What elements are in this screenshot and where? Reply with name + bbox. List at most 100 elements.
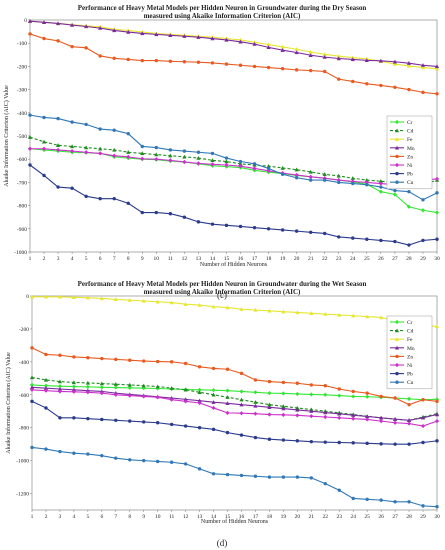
data-point: [44, 406, 48, 410]
data-point: [393, 85, 397, 89]
data-point: [322, 52, 327, 57]
data-point: [168, 153, 173, 158]
data-point: [421, 198, 425, 202]
data-point: [337, 180, 341, 185]
data-point: [210, 158, 215, 163]
data-point: [44, 352, 48, 357]
data-point: [196, 161, 201, 166]
data-point: [295, 310, 300, 315]
data-point: [27, 135, 33, 139]
y-tick-label: 0: [26, 294, 29, 300]
data-point: [58, 353, 62, 357]
data-point: [211, 304, 216, 309]
data-point: [379, 394, 383, 399]
data-point: [365, 183, 369, 187]
data-point: [280, 165, 285, 170]
data-point: [196, 60, 201, 64]
series-line: [31, 446, 438, 508]
series-line: [29, 164, 438, 246]
series-line: [31, 376, 438, 421]
data-point: [435, 439, 439, 443]
legend-marker: [395, 371, 399, 376]
x-tick-label: 26: [378, 514, 384, 520]
legend-marker: [394, 128, 400, 133]
data-point: [294, 172, 299, 178]
legend-marker: [395, 354, 399, 359]
y-tick-label: -400: [17, 111, 27, 117]
data-point: [434, 412, 440, 417]
series-line: [31, 386, 438, 421]
data-point: [267, 405, 272, 409]
data-point: [98, 26, 103, 30]
legend-label: Pb: [407, 372, 413, 378]
data-point: [211, 392, 216, 397]
data-point: [140, 156, 145, 161]
data-point: [112, 28, 117, 33]
data-point: [239, 371, 244, 376]
data-point: [280, 228, 285, 232]
data-point: [252, 42, 257, 46]
data-point: [323, 440, 327, 444]
data-point: [434, 419, 440, 424]
data-point: [365, 417, 370, 422]
data-point: [99, 391, 104, 396]
data-point: [253, 403, 258, 408]
x-tick-label: 10: [155, 514, 161, 520]
legend-marker: [395, 171, 399, 176]
data-point: [323, 481, 327, 486]
data-point: [27, 19, 33, 23]
data-point: [308, 53, 313, 57]
data-point: [239, 402, 244, 407]
y-tick-label: -400: [19, 360, 29, 366]
series-pb: [30, 399, 439, 446]
data-point: [225, 472, 230, 477]
legend-marker: [395, 154, 399, 159]
data-point: [155, 395, 160, 400]
data-point: [253, 435, 258, 440]
data-point: [155, 384, 160, 389]
x-tick-label: 6: [99, 256, 102, 262]
data-point: [168, 158, 173, 163]
x-tick-label: 3: [59, 514, 62, 520]
data-point: [211, 366, 216, 371]
series-cu: [28, 113, 439, 202]
data-point: [421, 238, 425, 243]
data-point: [84, 145, 89, 150]
x-tick-label: 15: [224, 256, 230, 262]
y-tick-label: -100: [17, 41, 27, 47]
x-tick-label: 13: [197, 514, 203, 520]
data-point: [70, 186, 74, 190]
data-point: [113, 392, 118, 397]
data-point: [407, 243, 411, 247]
data-point: [128, 419, 132, 423]
data-point: [350, 176, 355, 180]
data-point: [154, 145, 159, 150]
data-point: [378, 179, 383, 183]
data-point: [421, 440, 425, 445]
x-tick-label: 8: [127, 256, 130, 262]
data-point: [253, 474, 258, 478]
data-point: [281, 309, 286, 314]
data-point: [71, 384, 76, 389]
data-point: [85, 384, 90, 389]
data-point: [351, 181, 355, 186]
data-point: [393, 417, 398, 421]
legend-label: Cd: [407, 329, 414, 335]
data-point: [407, 189, 411, 194]
x-tick-label: 28: [406, 256, 412, 262]
data-point: [154, 152, 159, 157]
data-point: [379, 415, 384, 420]
data-point: [28, 163, 32, 167]
data-point: [182, 34, 187, 38]
data-point: [239, 307, 244, 311]
y-tick-label: -1200: [16, 492, 29, 498]
data-point: [239, 397, 244, 402]
data-point: [196, 220, 201, 224]
data-point: [155, 299, 160, 304]
series-line: [29, 148, 438, 214]
data-point: [183, 462, 188, 466]
data-point: [406, 421, 412, 426]
data-point: [252, 166, 257, 171]
data-point: [266, 166, 271, 171]
data-point: [322, 172, 327, 176]
